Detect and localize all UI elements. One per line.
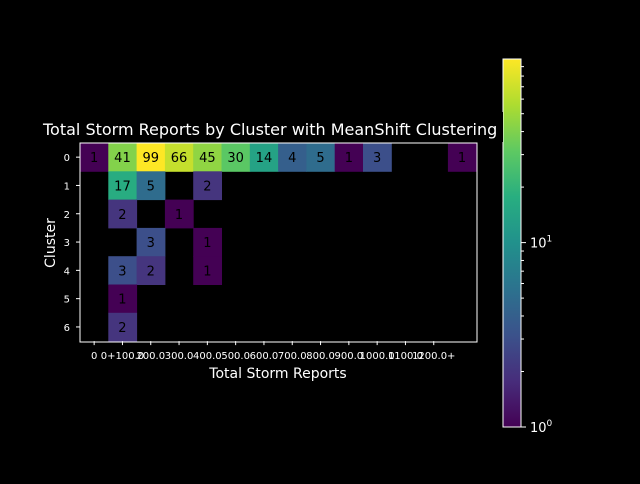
heatmap-cell — [136, 256, 166, 285]
x-tick-label: 900.0 — [335, 351, 364, 362]
cell-value-label: 1 — [175, 208, 183, 223]
cell-value-label: 2 — [147, 264, 155, 279]
cell-value-label: 66 — [171, 151, 188, 166]
chart-title: Total Storm Reports by Cluster with Mean… — [42, 120, 497, 139]
heatmap-cell — [108, 171, 138, 201]
cell-value-label: 4 — [288, 151, 296, 166]
x-tick-label: 0 — [91, 351, 97, 362]
cell-value-label: 3 — [147, 236, 155, 251]
heatmap-cell — [221, 143, 251, 172]
x-tick-label: 200.0 — [136, 351, 165, 362]
colorbar-tick-label: 101 — [530, 235, 552, 252]
heatmap-cell — [306, 143, 336, 172]
y-tick-label: 2 — [64, 210, 70, 221]
title-clip-mask — [500, 112, 503, 142]
y-tick-label: 5 — [64, 295, 70, 306]
x-tick-label: 500.0 — [221, 351, 250, 362]
heatmap-cell — [447, 143, 477, 172]
y-tick-label: 4 — [64, 266, 70, 277]
cell-value-label: 1 — [90, 151, 98, 166]
heatmap-cell — [334, 143, 364, 172]
y-axis-ticks: 0 1 2 3 4 5 6 — [64, 153, 80, 334]
heatmap-cells — [80, 143, 477, 342]
cell-value-label: 17 — [114, 179, 131, 194]
x-tick-label: 700.0 — [278, 351, 307, 362]
colorbar — [502, 58, 522, 428]
cell-value-label: 2 — [118, 208, 126, 223]
y-axis-label: Cluster — [43, 218, 59, 268]
heatmap-cell — [363, 143, 392, 172]
x-tick-label: 1000.0 — [360, 351, 395, 362]
x-tick-label: 600.0 — [250, 351, 279, 362]
x-tick-label: 800.0 — [306, 351, 335, 362]
cell-value-labels: 1 41 99 66 45 30 14 4 5 1 3 117 5 22 13 13 2 112 — [90, 151, 466, 336]
colorbar-ticks: 100 101 — [521, 66, 553, 436]
cell-value-label: 5 — [316, 151, 324, 166]
heatmap-cell — [136, 143, 166, 172]
cell-value-label: 1 — [203, 236, 211, 251]
cell-value-label: 3 — [118, 264, 126, 279]
cell-value-label: 1 — [203, 264, 211, 279]
cell-value-label: 1 — [458, 151, 466, 166]
cell-value-label: 3 — [373, 151, 381, 166]
heatmap-cell — [136, 171, 166, 201]
cell-value-label: 1 — [345, 151, 353, 166]
heatmap-cell — [108, 143, 138, 172]
heatmap-cell — [278, 143, 307, 172]
heatmap-cell — [164, 199, 194, 229]
cell-value-label: 14 — [256, 151, 273, 166]
cell-value-label: 2 — [203, 179, 211, 194]
cell-value-label: 5 — [147, 179, 155, 194]
heatmap-cell — [164, 143, 194, 172]
x-axis-label: Total Storm Reports — [208, 366, 346, 382]
cell-value-label: 30 — [227, 151, 244, 166]
x-tick-label: 1100.0 — [388, 351, 423, 362]
cell-value-label: 1 — [118, 293, 126, 308]
y-tick-label: 6 — [64, 323, 70, 334]
colorbar-tick-label: 100 — [530, 419, 553, 436]
y-tick-label: 0 — [64, 153, 70, 164]
heatmap-cell — [193, 171, 222, 201]
cell-value-label: 45 — [199, 151, 216, 166]
heatmap-cell — [193, 143, 222, 172]
x-tick-label: 300.0 — [165, 351, 194, 362]
x-tick-label: 0+100.0 — [101, 351, 144, 362]
x-tick-label: 400.0 — [193, 351, 222, 362]
heatmap-cell — [193, 227, 222, 257]
cell-value-label: 41 — [114, 151, 131, 166]
heatmap-cell — [80, 143, 109, 172]
heatmap-cell — [108, 256, 138, 285]
heatmap-cell — [136, 227, 166, 257]
heatmap-cell — [108, 284, 138, 314]
cell-value-label: 99 — [142, 151, 159, 166]
x-tick-label: 1200.0+ — [412, 351, 455, 362]
heatmap-cell — [108, 199, 138, 229]
y-tick-label: 1 — [64, 181, 70, 192]
heatmap-cell — [108, 312, 138, 342]
heatmap-cell — [249, 143, 279, 172]
y-tick-label: 3 — [64, 238, 70, 249]
heatmap-cell — [193, 256, 222, 285]
cell-value-label: 2 — [118, 321, 126, 336]
